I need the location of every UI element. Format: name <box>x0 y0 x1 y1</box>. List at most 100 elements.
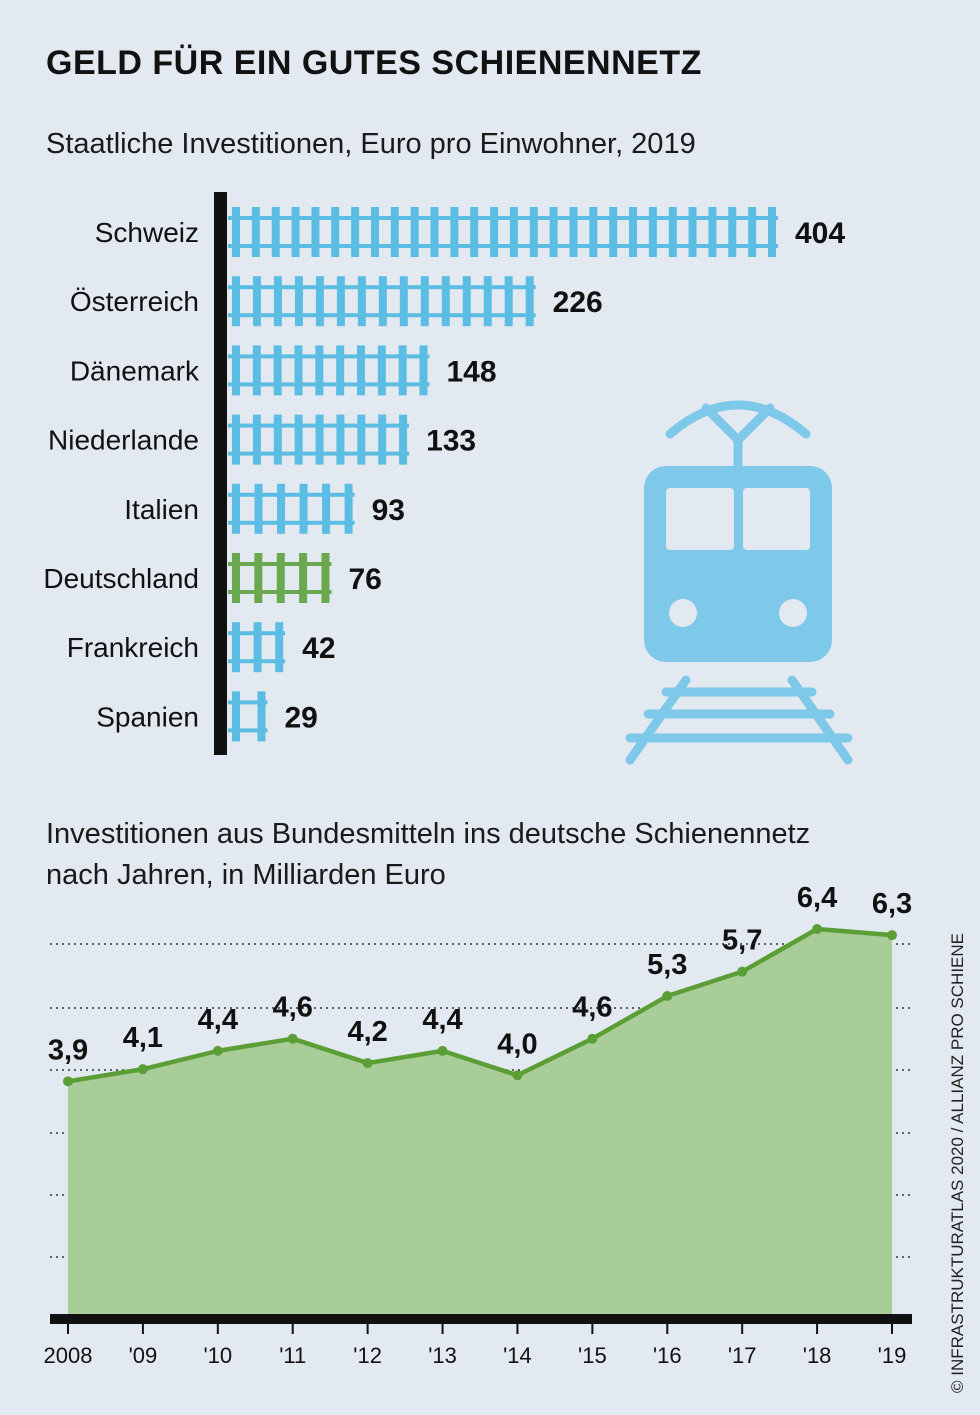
bar-tie <box>252 414 261 465</box>
train-icon <box>625 400 853 765</box>
x-tick-label: '16 <box>653 1343 682 1368</box>
bar-rail <box>228 700 268 705</box>
x-tick-label: '18 <box>803 1343 832 1368</box>
bar-axis <box>214 192 227 755</box>
bar-tie <box>490 207 499 257</box>
bar-tie <box>315 345 324 396</box>
x-axis <box>50 1314 912 1324</box>
bar-tie <box>344 483 353 534</box>
value-label: 148 <box>446 355 496 388</box>
bar-tie <box>462 276 471 327</box>
bar-rail <box>228 382 430 387</box>
bar-tie <box>232 276 240 327</box>
bar-rail <box>228 423 410 428</box>
bar <box>228 276 536 327</box>
bar-tie <box>419 345 428 396</box>
data-point <box>362 1058 373 1069</box>
bar-tie <box>232 207 240 257</box>
category-label: Deutschland <box>43 563 199 594</box>
value-label: 133 <box>426 425 476 458</box>
category-label: Dänemark <box>70 355 200 386</box>
bar <box>228 345 430 396</box>
bar-tie <box>336 276 345 327</box>
bar-rail <box>228 451 410 456</box>
bar-tie <box>291 207 300 257</box>
bar-tie <box>277 483 286 534</box>
value-label: 42 <box>302 632 335 665</box>
bar-tie <box>609 207 618 257</box>
bar-tie <box>273 345 282 396</box>
area-fill <box>68 929 892 1319</box>
bar-tie <box>336 345 345 396</box>
bar-tie <box>708 207 717 257</box>
bar-tie <box>356 345 365 396</box>
bar-tie <box>232 345 240 396</box>
bar-tie <box>450 207 459 257</box>
bar-tie <box>315 276 324 327</box>
data-point <box>287 1033 298 1044</box>
x-tick-label: 2008 <box>44 1343 93 1368</box>
data-point <box>737 966 748 977</box>
bar <box>228 483 355 534</box>
bar-rail <box>228 285 536 290</box>
bar-chart: Schweiz 404 Österreich 226 Dänemark 148 Nieder… <box>43 192 845 755</box>
data-point <box>887 930 897 941</box>
bar-rail <box>228 659 286 664</box>
bar-tie <box>648 207 657 257</box>
bar-tie <box>299 553 308 603</box>
x-tick-label: '11 <box>279 1343 306 1368</box>
value-label: 3,9 <box>48 1034 88 1066</box>
chart-title: GELD FÜR EIN GUTES SCHIENENNETZ <box>46 44 702 82</box>
bar-chart-subtitle: Staatliche Investitionen, Euro pro Einwo… <box>46 128 696 160</box>
bar-rail <box>228 728 268 733</box>
x-tick-label: '13 <box>428 1343 457 1368</box>
bar-tie <box>549 207 558 257</box>
value-label: 93 <box>372 494 405 527</box>
bar-tie <box>232 414 240 465</box>
bar-tie <box>768 207 776 257</box>
value-label: 226 <box>553 286 603 319</box>
bar-tie <box>629 207 638 257</box>
bar-tie <box>569 207 578 257</box>
bar-tie <box>504 276 513 327</box>
bar-tie <box>321 553 330 603</box>
bar-tie <box>399 414 408 465</box>
value-label: 5,3 <box>647 949 687 981</box>
category-label: Niederlande <box>48 425 199 456</box>
bar-tie <box>273 414 282 465</box>
bar-tie <box>357 276 366 327</box>
bar-tie <box>315 414 324 465</box>
line-chart-subtitle: Investitionen aus Bundesmitteln ins deut… <box>46 814 810 896</box>
value-label: 6,3 <box>872 888 912 920</box>
bar-tie <box>232 483 240 534</box>
bar-tie <box>748 207 757 257</box>
bar-tie <box>410 207 419 257</box>
bar <box>228 691 268 742</box>
bar-tie <box>331 207 340 257</box>
bar-tie <box>276 553 285 603</box>
bar-tie <box>322 483 331 534</box>
bar-tie <box>688 207 697 257</box>
bar-tie <box>420 276 429 327</box>
bar <box>228 622 286 673</box>
bar-rail <box>228 216 778 220</box>
bar-rail <box>228 562 332 566</box>
bar-tie <box>336 414 345 465</box>
bar-tie <box>254 553 263 603</box>
data-line <box>67 926 893 1084</box>
bar-tie <box>525 276 534 327</box>
x-tick-label: '12 <box>353 1343 382 1368</box>
value-label: 4,1 <box>123 1022 163 1054</box>
bar-tie <box>668 207 677 257</box>
data-point <box>512 1070 523 1081</box>
category-label: Schweiz <box>95 217 199 248</box>
data-point <box>587 1033 598 1044</box>
bar-tie <box>529 207 538 257</box>
bar-rail <box>228 631 286 636</box>
bar-rail <box>228 590 332 594</box>
bar-tie <box>351 207 360 257</box>
category-label: Frankreich <box>67 632 199 663</box>
value-label: 5,7 <box>722 925 762 957</box>
bar-tie <box>254 483 263 534</box>
